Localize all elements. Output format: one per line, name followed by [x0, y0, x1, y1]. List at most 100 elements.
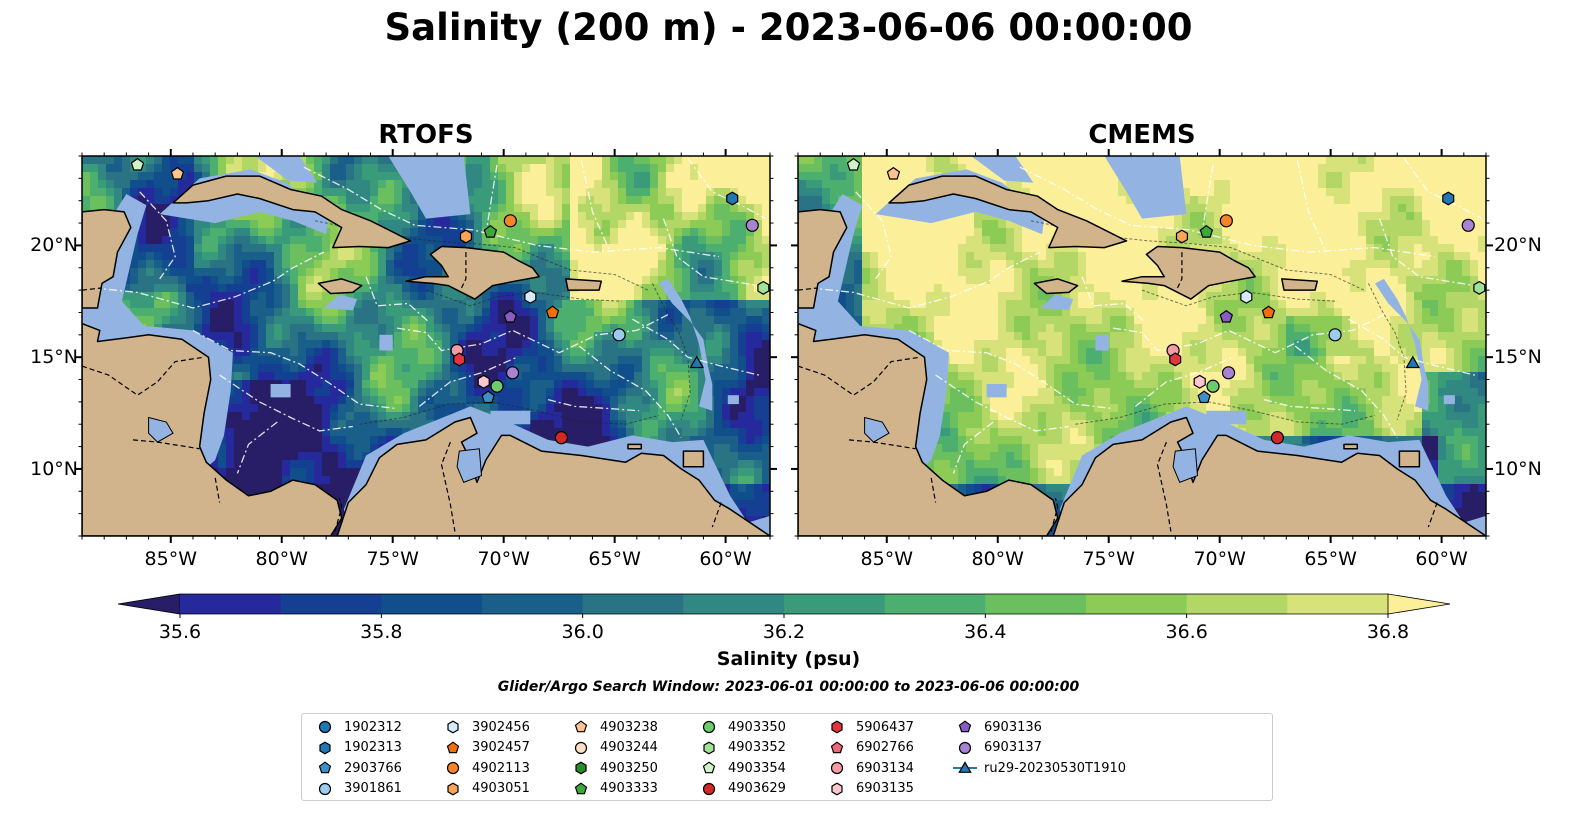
- cmems-eez-boundary: [935, 374, 1069, 432]
- cmems-isobath: [1075, 401, 1376, 425]
- rtofs-axis-ticks: [75, 149, 777, 543]
- lon-tick-label: 70°W: [477, 548, 530, 570]
- rtofs-float-5906437: [453, 352, 466, 367]
- cmems-eez-boundary: [1201, 164, 1214, 235]
- legend-item: 6903135: [824, 779, 914, 800]
- cmems-country-border: [1156, 441, 1172, 532]
- legend-item-label: 2903766: [344, 760, 402, 776]
- cmems-float-5906437: [1169, 352, 1182, 367]
- lat-tick-label: 10°N: [1494, 457, 1542, 480]
- rtofs-float-ru29-20230530T1910: [689, 355, 705, 369]
- legend-column: 4903238 4903244 4903250 4903333: [568, 717, 658, 799]
- legend-item-label: 4903244: [600, 740, 658, 756]
- rtofs-eez-boundary: [578, 345, 682, 438]
- pentagon-marker-icon: [446, 741, 460, 754]
- cmems-eez-boundary: [855, 191, 892, 280]
- cmems-land: [1033, 278, 1079, 295]
- cmems-float-6903137: [1461, 218, 1475, 232]
- hexagon-marker-icon: [575, 761, 587, 775]
- rtofs-shallow-shelf: [323, 294, 358, 311]
- cmems-eez-boundary: [1348, 318, 1476, 376]
- cmems-lake: [864, 416, 890, 443]
- lon-tick-label: 75°W: [1082, 548, 1135, 570]
- hexagon-marker-icon: [703, 741, 715, 755]
- colorbar-tick-label: 36.2: [763, 621, 805, 643]
- cmems-country-border: [848, 439, 916, 450]
- circle-marker-icon: [446, 762, 460, 775]
- lon-tick-label: 75°W: [366, 548, 419, 570]
- rtofs-country-border: [132, 439, 200, 450]
- panel-title-rtofs: RTOFS: [378, 120, 474, 150]
- rtofs-shallow-shelf: [270, 384, 291, 398]
- cmems-lake: [1172, 448, 1199, 484]
- lon-tick-label: 80°W: [255, 548, 308, 570]
- legend-item-label: 4903051: [472, 781, 530, 797]
- cmems-float-6903135: [1193, 374, 1206, 389]
- rtofs-eez-boundary: [139, 191, 176, 280]
- rtofs-float-6903135: [477, 374, 490, 389]
- lat-tick-labels-left: 20°N 15°N 10°N: [0, 156, 78, 536]
- cmems-float-4903238: [886, 166, 901, 180]
- legend-item-label: 1902312: [344, 719, 402, 735]
- legend-item-label: 6903137: [984, 740, 1042, 756]
- legend-item-label: 1902313: [344, 740, 402, 756]
- legend-column: 3902456 3902457 4902113 4903051: [440, 717, 530, 799]
- rtofs-eez-boundary: [632, 318, 760, 376]
- colorbar-extend-high: [1387, 593, 1451, 615]
- rtofs-eez-boundary: [303, 166, 720, 258]
- rtofs-float-4903629: [554, 431, 568, 445]
- map-panel-rtofs[interactable]: [75, 149, 777, 543]
- map-panel-cmems[interactable]: [791, 149, 1493, 543]
- colorbar-segment: [884, 594, 986, 614]
- cmems-land: [1343, 443, 1359, 450]
- rtofs-float-3901861: [612, 328, 626, 342]
- cmems-land: [1398, 450, 1421, 468]
- cmems-float-3902457: [1261, 305, 1276, 319]
- rtofs-map-content: [82, 156, 770, 536]
- rtofs-country-border: [82, 287, 103, 291]
- circle-marker-icon: [958, 741, 972, 754]
- colorbar-segment: [582, 594, 684, 614]
- rtofs-float-6903136: [503, 309, 518, 323]
- colorbar-segment: [180, 594, 282, 614]
- legend-column: 5906437 6902766 6903134 6903135: [824, 717, 914, 799]
- lon-tick-labels-right: 85°W 80°W 75°W 70°W 65°W 60°W: [798, 548, 1486, 576]
- legend-item: 6903134: [824, 758, 914, 779]
- rtofs-shallow-shelf: [255, 156, 318, 183]
- hexagon-marker-icon: [831, 720, 843, 734]
- pentagon-marker-icon: [958, 720, 972, 733]
- cmems-eez-boundary: [809, 251, 1041, 309]
- legend-item: 3901861: [312, 779, 402, 800]
- colorbar-segment: [985, 594, 1087, 614]
- rtofs-land: [317, 278, 363, 295]
- colorbar-tick-label: 35.8: [360, 621, 402, 643]
- cmems-map-svg: [791, 149, 1493, 543]
- cmems-float-4903051: [1175, 229, 1188, 244]
- cmems-float-3902456: [1240, 289, 1253, 304]
- legend-column: 1902312 1902313 2903766 3901861: [312, 717, 402, 799]
- lon-tick-label: 85°W: [860, 548, 913, 570]
- rtofs-land: [627, 443, 643, 450]
- rtofs-land: [172, 175, 412, 249]
- legend-item: 4903333: [568, 779, 658, 800]
- legend-item-label: 4903352: [728, 740, 786, 756]
- legend-item: 4903352: [696, 738, 786, 759]
- colorbar-extend-low: [117, 593, 181, 615]
- cmems-country-border: [798, 287, 819, 291]
- rtofs-shallow-shelf: [727, 395, 739, 405]
- rtofs-float-1902313: [726, 191, 739, 206]
- legend-item-label: 3902456: [472, 719, 530, 735]
- legend-item-label: 6903136: [984, 719, 1042, 735]
- cmems-eez-boundary: [908, 329, 1114, 410]
- colorbar-segment: [1287, 594, 1389, 614]
- legend-item-label: 3902457: [472, 740, 530, 756]
- legend-item: 1902312: [312, 717, 402, 738]
- legend-item-label: 4903350: [728, 719, 786, 735]
- hexagon-marker-icon: [319, 741, 331, 755]
- cmems-eez-boundary: [1378, 218, 1476, 287]
- cmems-float-2903766: [1197, 390, 1211, 404]
- circle-marker-icon: [830, 762, 844, 775]
- legend-item-label: 4903629: [728, 781, 786, 797]
- cmems-float-4903354: [846, 157, 861, 171]
- lat-tick-label: 15°N: [1494, 346, 1542, 369]
